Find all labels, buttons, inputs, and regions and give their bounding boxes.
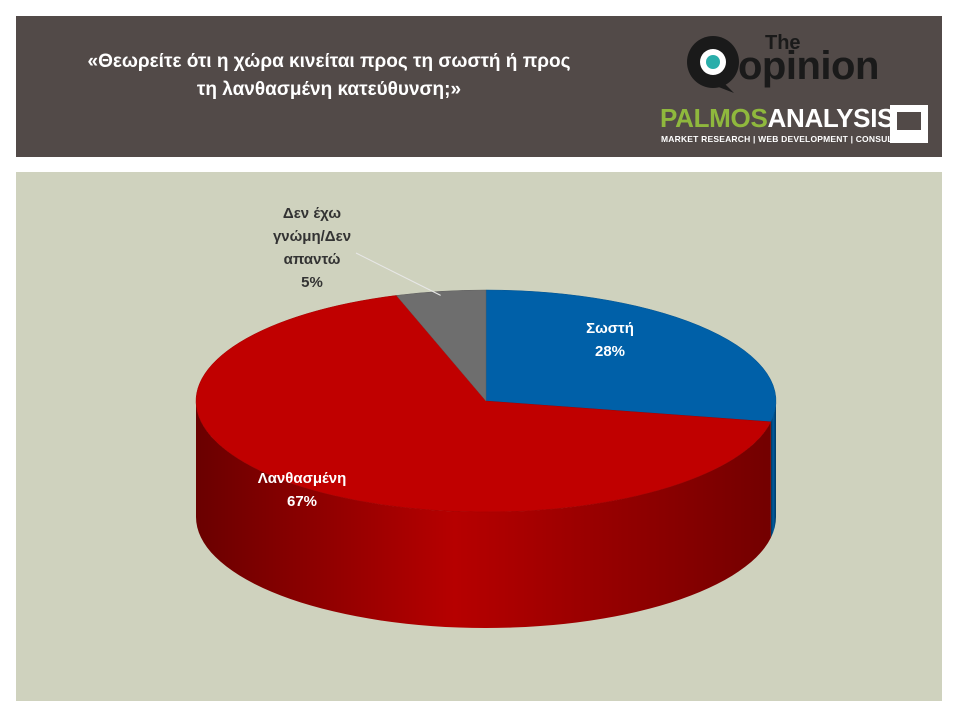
chart-area: Σωστή 28% Λανθασμένη 67% Δεν έχω γνώμη/Δεν απα… [16,172,942,701]
question-line-1: «Θεωρείτε ότι η χώρα κινείται προς τη σω… [87,51,571,72]
palmos-logo-part1: PALMOS [660,103,768,133]
palmos-logo: PALMOSANALYSIS [660,104,894,132]
palmos-logo-part2: ANALYSIS [767,103,895,133]
survey-question: «Θεωρείτε ότι η χώρα κινείται προς τη σω… [24,48,634,104]
pie-side-0 [770,401,776,538]
pie-slice-1 [195,295,772,513]
palmos-tagline: MARKET RESEARCH | WEB DEVELOPMENT | CONS… [661,134,914,144]
pie-side-1 [196,401,771,628]
pie-label-1: Λανθασμένη 67% [258,470,347,510]
title-banner [16,16,942,157]
pie-chart: Σωστή 28% Λανθασμένη 67% Δεν έχω γνώμη/Δεν απα… [195,205,777,628]
pie-label-0: Σωστή 28% [586,320,634,360]
pie-slice-2 [395,289,487,402]
question-line-2: τη λανθασμένη κατεύθυνση;» [196,79,462,100]
label-leader-line [355,252,441,296]
opinion-logo-word: opinion [738,44,879,88]
opinion-logo-the: The [765,32,801,54]
pie-label-2: Δεν έχω γνώμη/Δεν απαντώ 5% [273,205,351,291]
pie-slice-0 [485,289,777,423]
